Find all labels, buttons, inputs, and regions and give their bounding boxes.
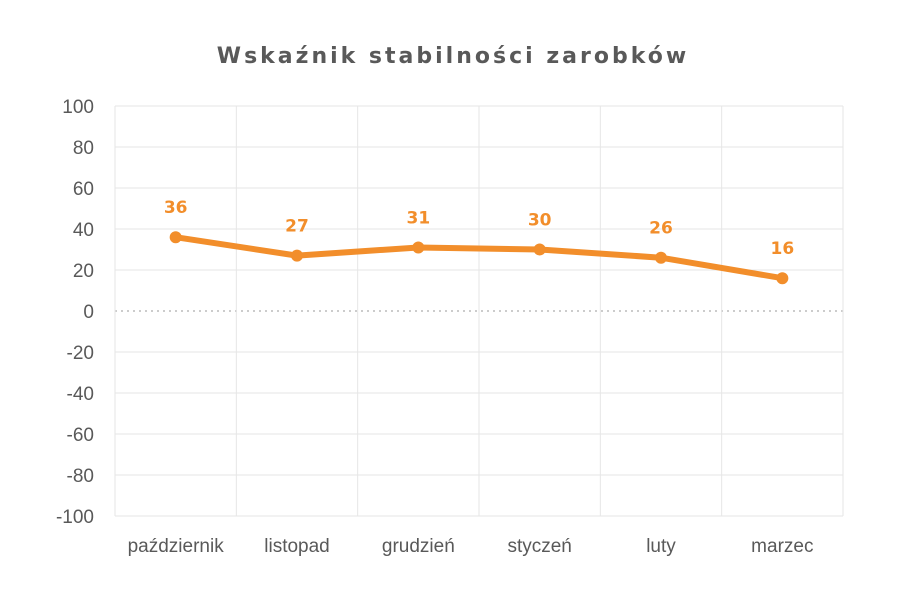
y-tick-label: 60 bbox=[73, 179, 94, 200]
data-point bbox=[412, 241, 425, 254]
data-point bbox=[655, 251, 667, 264]
x-tick-label: grudzień bbox=[382, 536, 455, 557]
data-label: 16 bbox=[770, 239, 794, 259]
x-tick-label: styczeń bbox=[507, 536, 571, 557]
data-label: 26 bbox=[649, 219, 673, 239]
chart-title: Wskaźnik stabilności zarobków bbox=[216, 44, 690, 69]
y-tick-label: -60 bbox=[67, 425, 94, 446]
data-label: 31 bbox=[406, 208, 430, 228]
y-tick-label: 20 bbox=[73, 261, 94, 282]
data-point bbox=[533, 243, 546, 256]
data-point bbox=[169, 231, 182, 244]
x-tick-label: luty bbox=[646, 536, 676, 557]
data-label: 36 bbox=[164, 198, 188, 218]
y-tick-label: 80 bbox=[73, 138, 94, 159]
y-tick-label: 0 bbox=[83, 302, 94, 323]
y-tick-label: -100 bbox=[56, 507, 94, 528]
data-point bbox=[291, 249, 303, 262]
data-point bbox=[776, 272, 789, 285]
y-tick-label: -40 bbox=[67, 384, 94, 405]
x-tick-label: marzec bbox=[751, 536, 813, 557]
y-tick-label: 40 bbox=[73, 220, 94, 241]
data-label: 27 bbox=[285, 217, 309, 237]
y-tick-label: -80 bbox=[67, 466, 94, 487]
series-line bbox=[172, 234, 786, 282]
y-tick-label: 100 bbox=[62, 97, 94, 118]
data-label: 30 bbox=[528, 211, 552, 231]
y-tick-label: -20 bbox=[67, 343, 94, 364]
x-tick-label: październik bbox=[128, 536, 225, 557]
x-tick-label: listopad bbox=[264, 536, 330, 557]
